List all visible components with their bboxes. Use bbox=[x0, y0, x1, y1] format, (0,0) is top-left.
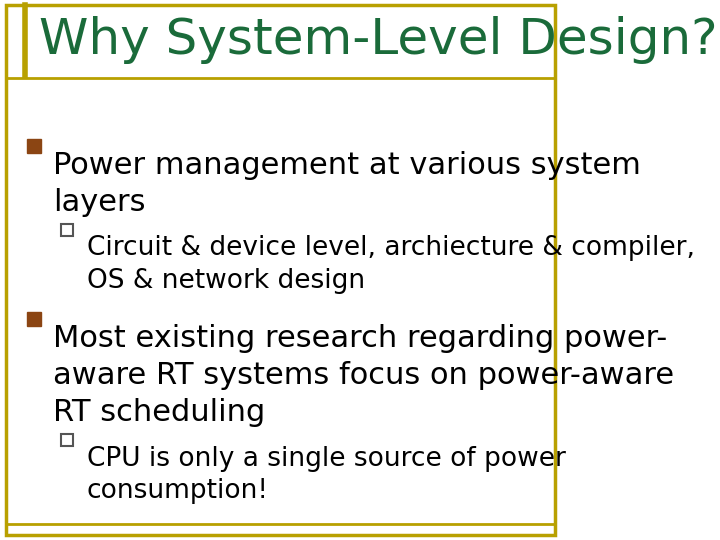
Text: Power management at various system
layers: Power management at various system layer… bbox=[53, 151, 641, 217]
Text: Most existing research regarding power-
aware RT systems focus on power-aware
RT: Most existing research regarding power- … bbox=[53, 324, 675, 427]
Text: CPU is only a single source of power
consumption!: CPU is only a single source of power con… bbox=[87, 446, 566, 504]
Text: Why System-Level Design?: Why System-Level Design? bbox=[39, 17, 718, 64]
Text: Circuit & device level, archiecture & compiler,
OS & network design: Circuit & device level, archiecture & co… bbox=[87, 235, 695, 294]
